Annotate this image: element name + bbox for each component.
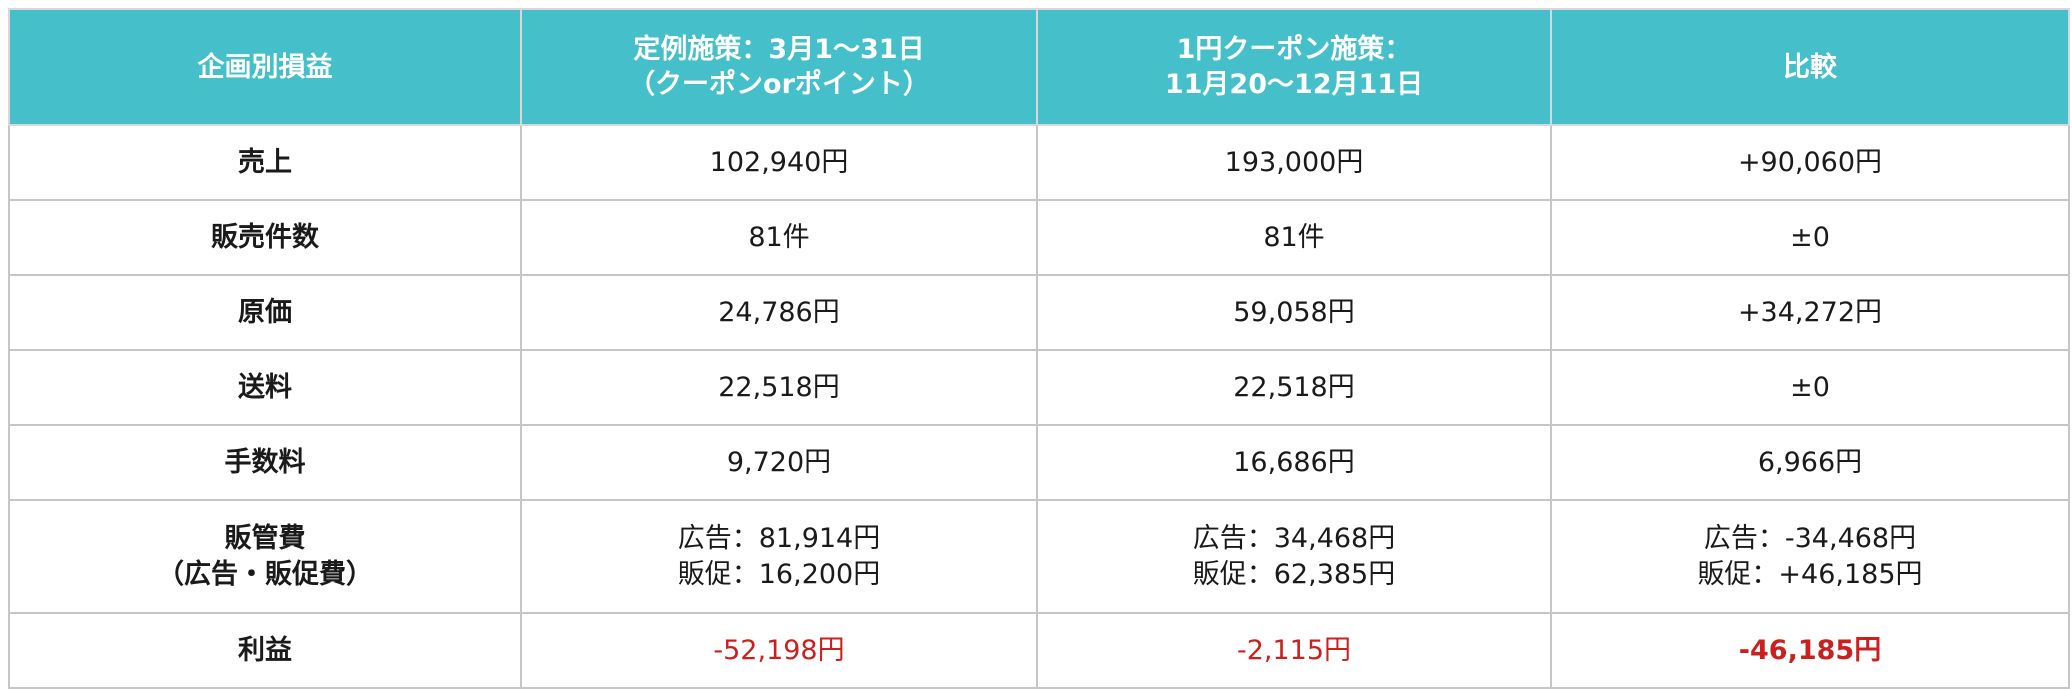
table-row-fees: 手数料 9,720円 16,686円 6,966円 [8,424,2070,501]
cell-diff: 広告：-34,468円 販促：+46,185円 [1550,499,2070,614]
table-row-sales-count: 販売件数 81件 81件 ±0 [8,199,2070,276]
cell-coupon: 16,686円 [1036,424,1552,501]
table-row-profit: 利益 -52,198円 -2,115円 -46,185円 [8,612,2070,689]
cell-diff: +34,272円 [1550,274,2070,351]
row-label: 利益 [8,612,522,689]
header-plan-profit: 企画別損益 [8,8,522,126]
cell-regular: 22,518円 [520,349,1038,426]
cell-coupon: 193,000円 [1036,124,1552,201]
cell-regular: -52,198円 [520,612,1038,689]
row-label: 売上 [8,124,522,201]
table-header: 企画別損益 定例施策：3月1～31日 （クーポンorポイント） 1円クーポン施策… [8,8,2070,126]
table-row-sales: 売上 102,940円 193,000円 +90,060円 [8,124,2070,201]
profit-loss-table: 企画別損益 定例施策：3月1～31日 （クーポンorポイント） 1円クーポン施策… [8,8,2070,689]
row-label: 販売件数 [8,199,522,276]
header-regular-campaign: 定例施策：3月1～31日 （クーポンorポイント） [520,8,1038,126]
cell-coupon: -2,115円 [1036,612,1552,689]
cell-diff: ±0 [1550,199,2070,276]
cell-coupon: 81件 [1036,199,1552,276]
table-body: 売上 102,940円 193,000円 +90,060円 販売件数 81件 8… [8,124,2070,689]
table-row-shipping: 送料 22,518円 22,518円 ±0 [8,349,2070,426]
cell-regular: 9,720円 [520,424,1038,501]
table-row-cost: 原価 24,786円 59,058円 +34,272円 [8,274,2070,351]
cell-coupon: 59,058円 [1036,274,1552,351]
cell-coupon: 広告：34,468円 販促：62,385円 [1036,499,1552,614]
cell-coupon: 22,518円 [1036,349,1552,426]
row-label: 手数料 [8,424,522,501]
cell-regular: 広告：81,914円 販促：16,200円 [520,499,1038,614]
header-coupon-campaign: 1円クーポン施策： 11月20～12月11日 [1036,8,1552,126]
row-label: 送料 [8,349,522,426]
row-label: 販管費 （広告・販促費） [8,499,522,614]
cell-diff: +90,060円 [1550,124,2070,201]
table-row-sga: 販管費 （広告・販促費） 広告：81,914円 販促：16,200円 広告：34… [8,499,2070,614]
header-row: 企画別損益 定例施策：3月1～31日 （クーポンorポイント） 1円クーポン施策… [8,8,2070,126]
row-label: 原価 [8,274,522,351]
cell-diff: 6,966円 [1550,424,2070,501]
cell-diff: ±0 [1550,349,2070,426]
cell-diff: -46,185円 [1550,612,2070,689]
header-comparison: 比較 [1550,8,2070,126]
cell-regular: 24,786円 [520,274,1038,351]
cell-regular: 81件 [520,199,1038,276]
cell-regular: 102,940円 [520,124,1038,201]
